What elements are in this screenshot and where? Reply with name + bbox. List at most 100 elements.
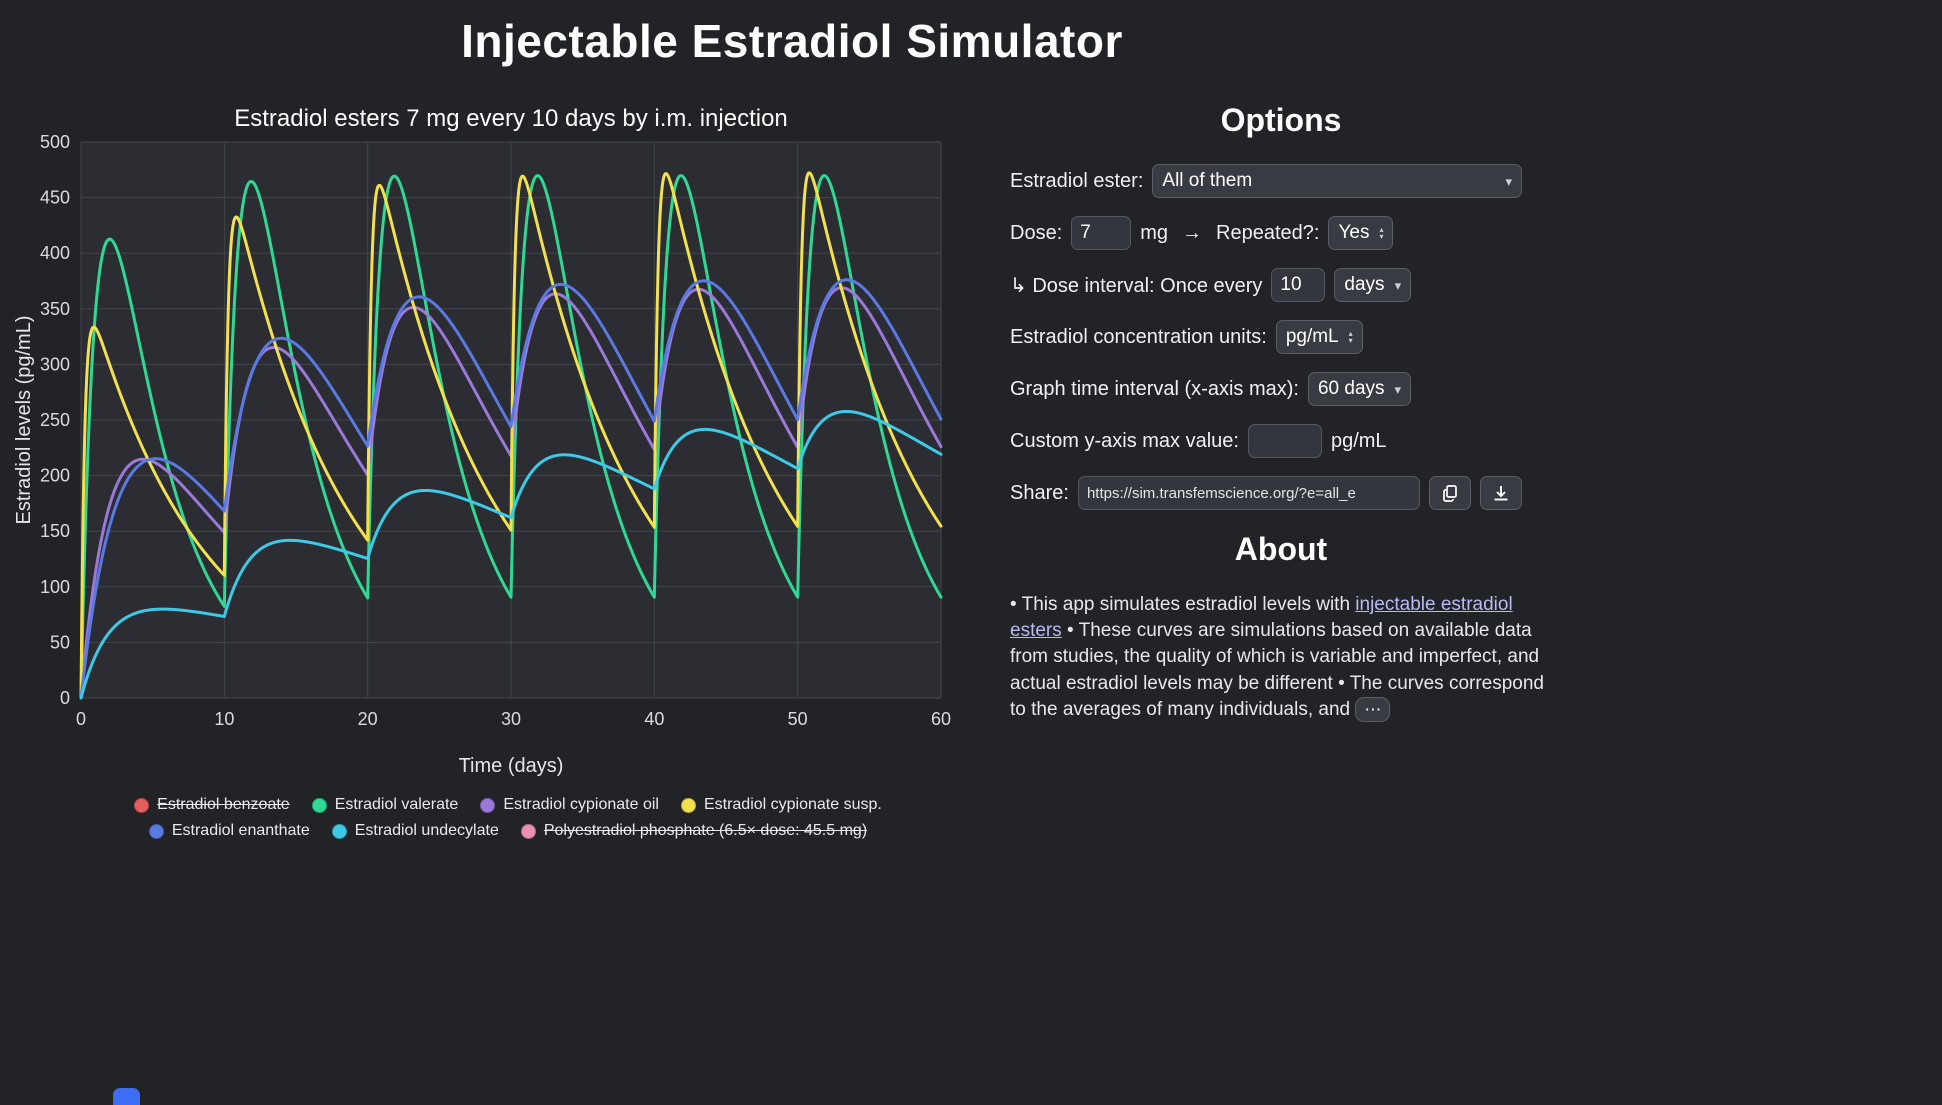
interval-unit-select[interactable]: days ▾: [1334, 268, 1412, 302]
ester-select[interactable]: All of them ▾: [1152, 164, 1522, 198]
repeated-select[interactable]: Yes ▴ ▾: [1328, 216, 1394, 250]
download-chart-button[interactable]: [1480, 476, 1522, 510]
legend-marker-icon: [480, 797, 496, 813]
x-tick-label: 40: [644, 709, 664, 729]
ester-row: Estradiol ester: All of them ▾: [1010, 163, 1552, 199]
series-line: [79, 171, 943, 700]
dose-interval-label: ↳ Dose interval: Once every: [1010, 274, 1263, 297]
x-axis-label: Time (days): [459, 755, 564, 777]
dose-interval-input[interactable]: [1271, 268, 1326, 302]
select-spinner-icon: ▴ ▾: [1348, 329, 1353, 345]
x-tick-label: 10: [214, 709, 234, 729]
injectable-esters-link[interactable]: injectable estradiol esters: [1010, 594, 1513, 642]
ester-label: Estradiol ester:: [1010, 169, 1144, 192]
legend-item[interactable]: Estradiol undecylate: [331, 822, 499, 840]
units-label: Estradiol concentration units:: [1010, 325, 1267, 348]
legend-label: Estradiol cypionate oil: [503, 796, 659, 813]
dose-row: Dose: mg → Repeated?: Yes ▴ ▾: [1010, 215, 1552, 251]
units-row: Estradiol concentration units: pg/mL ▴ ▾: [1010, 319, 1552, 355]
estradiol-chart[interactable]: 0 50 100 150 200 250 300 350 400 450 500 0 10 20 30 40 5…: [6, 82, 966, 782]
series-line: [79, 278, 943, 700]
spinner-down-icon: ▾: [1348, 336, 1353, 345]
chart-legend: Estradiol benzoate Estradiol valerate Estr…: [58, 796, 958, 840]
legend-marker-icon: [148, 823, 164, 839]
expand-about-button[interactable]: ⋯: [1355, 697, 1391, 723]
chart-title: Estradiol esters 7 mg every 10 days by i…: [234, 105, 788, 132]
legend-label: Estradiol benzoate: [157, 796, 290, 813]
page-title: Injectable Estradiol Simulator: [461, 15, 1123, 67]
ymax-unit-label: pg/mL: [1330, 429, 1387, 452]
legend-label: Estradiol undecylate: [354, 822, 499, 839]
units-select[interactable]: pg/mL ▴ ▾: [1275, 320, 1363, 354]
plot-layer: 0 50 100 150 200 250 300 350 400 450 500 0 10 20 30 40 5…: [40, 132, 951, 729]
ymax-input[interactable]: [1247, 424, 1322, 458]
legend-item[interactable]: Estradiol valerate: [311, 796, 459, 814]
y-tick-label: 50: [50, 632, 70, 652]
repeated-select-value: Yes: [1338, 222, 1370, 243]
legend-item[interactable]: Estradiol enanthate: [148, 822, 310, 840]
legend-item[interactable]: Estradiol cypionate oil: [480, 796, 659, 814]
chart-column: 0 50 100 150 200 250 300 350 400 450 500 0 10 20 30 40 5…: [6, 82, 1010, 840]
y-tick-label: 200: [40, 466, 70, 486]
download-icon: [1494, 486, 1508, 501]
graph-interval-select[interactable]: 60 days ▾: [1307, 372, 1412, 406]
x-tick-label: 60: [931, 709, 951, 729]
legend-marker-icon: [134, 797, 150, 813]
dose-label: Dose:: [1010, 221, 1063, 244]
series-line: [79, 174, 943, 700]
legend-label: Estradiol cypionate susp.: [703, 796, 882, 813]
ymax-label: Custom y-axis max value:: [1010, 429, 1239, 452]
copy-share-url-button[interactable]: [1429, 476, 1471, 510]
options-column: Options Estradiol ester: All of them ▾ D…: [1010, 82, 1578, 723]
graph-interval-value: 60 days: [1317, 378, 1385, 399]
y-tick-label: 0: [60, 688, 70, 708]
repeated-label: Repeated?:: [1216, 221, 1320, 244]
about-text: • This app simulates estradiol levels wi…: [1010, 592, 1552, 723]
y-tick-label: 500: [40, 132, 70, 152]
dose-unit-label: mg: [1140, 221, 1169, 244]
dose-input[interactable]: [1071, 216, 1132, 250]
spinner-down-icon: ▾: [1379, 232, 1384, 241]
about-text-segment: • These curves are simulations based on …: [1010, 620, 1545, 720]
y-tick-label: 350: [40, 299, 70, 319]
legend-marker-icon: [331, 823, 347, 839]
x-tick-label: 0: [76, 709, 86, 729]
y-tick-label: 300: [40, 354, 70, 374]
ymax-row: Custom y-axis max value: pg/mL: [1010, 423, 1552, 459]
y-axis-label: Estradiol levels (pg/mL): [13, 316, 35, 525]
options-heading: Options: [1220, 102, 1342, 138]
legend-label: Estradiol enanthate: [171, 822, 310, 839]
main-layout: 0 50 100 150 200 250 300 350 400 450 500 0 10 20 30 40 5…: [6, 82, 1578, 840]
share-row: Share:: [1010, 475, 1552, 511]
y-tick-label: 450: [40, 188, 70, 208]
chevron-down-icon: ▾: [1394, 381, 1402, 397]
series-line: [79, 409, 943, 700]
y-tick-label: 100: [40, 577, 70, 597]
legend-marker-icon: [520, 823, 536, 839]
ester-select-value: All of them: [1162, 170, 1253, 191]
share-url-input[interactable]: [1077, 476, 1420, 510]
legend-item[interactable]: Polyestradiol phosphate (6.5× dose: 45.5…: [520, 822, 868, 840]
about-text-segment: • This app simulates estradiol levels wi…: [1010, 594, 1356, 615]
chevron-down-icon: ▾: [1505, 173, 1512, 189]
spinner-up-icon: ▴: [1348, 329, 1353, 338]
x-tick-label: 30: [501, 709, 521, 729]
legend-marker-icon: [311, 797, 327, 813]
y-tick-label: 400: [40, 243, 70, 263]
spinner-up-icon: ▴: [1379, 225, 1384, 234]
legend-item[interactable]: Estradiol benzoate: [134, 796, 290, 814]
copy-icon: [1443, 485, 1457, 502]
chevron-down-icon: ▾: [1394, 277, 1402, 293]
right-arrow-icon: →: [1182, 221, 1203, 244]
legend-label: Polyestradiol phosphate (6.5× dose: 45.5…: [543, 822, 868, 839]
y-tick-label: 150: [40, 521, 70, 541]
legend-item[interactable]: Estradiol cypionate susp.: [680, 796, 882, 814]
units-select-value: pg/mL: [1285, 326, 1339, 347]
dose-interval-row: ↳ Dose interval: Once every days ▾: [1010, 267, 1552, 303]
legend-label: Estradiol valerate: [334, 796, 459, 813]
x-tick-label: 50: [788, 709, 808, 729]
share-label: Share:: [1010, 481, 1069, 504]
page-container: Injectable Estradiol Simulator 0 50 100 150…: [0, 14, 1578, 840]
legend-marker-icon: [680, 797, 696, 813]
interval-unit-value: days: [1344, 274, 1385, 295]
